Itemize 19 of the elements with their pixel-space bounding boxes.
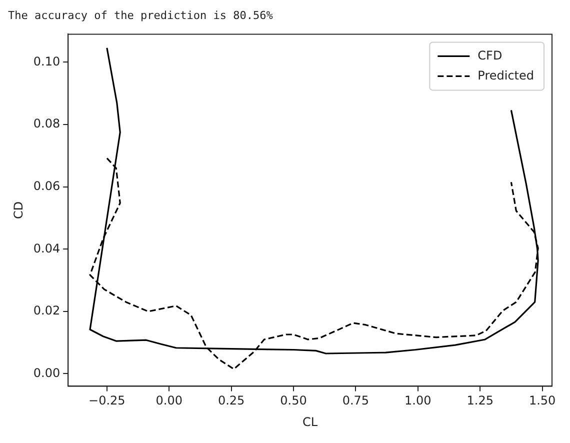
x-tick-label: 1.50 (528, 394, 556, 408)
x-tick-label: 0.00 (156, 394, 182, 408)
y-tick-label: 0.08 (33, 116, 60, 131)
x-tick-label: 0.50 (280, 394, 307, 408)
legend-label: Predicted (478, 68, 534, 82)
chart-title: The accuracy of the prediction is 80.56% (8, 8, 274, 24)
x-tick-label: 0.75 (342, 394, 370, 408)
y-tick-label: 0.04 (33, 241, 60, 256)
x-tick-label: 1.25 (466, 394, 494, 408)
y-tick-label: 0.06 (33, 178, 60, 193)
x-axis-title: CL (302, 414, 318, 429)
y-tick-label: 0.02 (33, 304, 60, 318)
legend-label: CFD (478, 48, 502, 62)
y-tick-label: 0.00 (33, 366, 60, 380)
y-axis-title: CD (11, 201, 26, 220)
x-tick-label: 0.25 (218, 394, 245, 408)
x-tick-label: 1.00 (404, 394, 432, 408)
x-tick-label: −0.25 (88, 394, 126, 408)
y-tick-label: 0.10 (33, 54, 60, 68)
